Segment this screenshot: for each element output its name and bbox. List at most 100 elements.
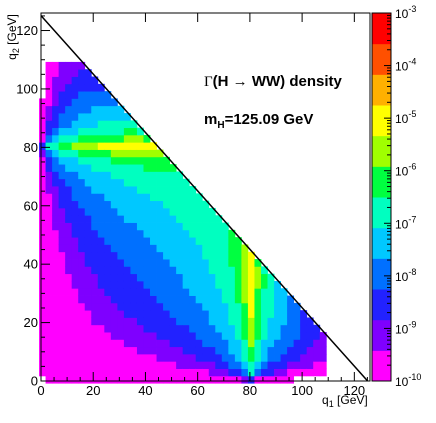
heatmap-cell xyxy=(195,251,203,260)
heatmap-cell xyxy=(123,361,131,369)
heatmap-cell xyxy=(163,368,170,377)
heatmap-cell xyxy=(58,375,66,384)
heatmap-cell xyxy=(130,186,138,194)
heatmap-cell xyxy=(143,273,151,282)
heatmap-cell xyxy=(58,207,66,216)
heatmap-cell xyxy=(280,332,288,340)
heatmap-cell xyxy=(274,375,281,384)
heatmap-cell xyxy=(71,229,79,238)
heatmap-cell xyxy=(45,237,53,245)
heatmap-cell xyxy=(39,288,46,296)
heatmap-cell xyxy=(247,280,255,289)
heatmap-cell xyxy=(267,273,275,282)
heatmap-cell xyxy=(280,361,288,369)
heatmap-cell xyxy=(169,244,177,253)
heatmap-cell xyxy=(58,113,66,121)
heatmap-cell xyxy=(150,280,157,289)
heatmap-cell xyxy=(247,310,255,318)
heatmap-cell xyxy=(287,353,295,362)
heatmap-cell xyxy=(163,200,170,209)
heatmap-cell xyxy=(228,324,236,333)
heatmap-cell xyxy=(228,353,236,362)
heatmap-cell xyxy=(136,186,144,194)
heatmap-cell xyxy=(228,361,236,369)
heatmap-cell xyxy=(221,251,229,260)
heatmap-cell xyxy=(91,375,99,384)
heatmap-cell xyxy=(163,339,170,348)
heatmap-cell xyxy=(202,273,210,282)
heatmap-cell xyxy=(58,332,66,340)
heatmap-cell xyxy=(215,361,223,369)
heatmap-cell xyxy=(195,237,203,245)
heatmap-cell xyxy=(117,193,125,202)
heatmap-cell xyxy=(45,186,53,194)
heatmap-cell xyxy=(156,259,164,267)
heatmap-cell xyxy=(267,332,275,340)
x-axis: 0 20 40 60 80 100 120 xyxy=(37,13,368,398)
heatmap-cell xyxy=(300,368,308,377)
heatmap-cell xyxy=(91,280,99,289)
heatmap-cell xyxy=(189,215,197,223)
heatmap-cell xyxy=(150,215,157,223)
heatmap-cell xyxy=(58,156,66,165)
heatmap-cell xyxy=(52,361,60,369)
y-tick-label: 80 xyxy=(24,140,38,155)
heatmap-cell xyxy=(123,251,131,260)
heatmap-cell xyxy=(39,353,46,362)
heatmap-cell xyxy=(65,222,73,231)
heatmap-cell xyxy=(208,280,216,289)
heatmap-cell xyxy=(97,171,105,180)
heatmap-cell xyxy=(136,222,144,231)
heatmap-cell xyxy=(176,171,184,180)
heatmap-cell xyxy=(313,332,321,340)
heatmap-cell xyxy=(91,266,99,275)
heatmap-cell xyxy=(208,317,216,326)
heatmap-cell xyxy=(117,251,125,260)
heatmap-cell xyxy=(71,361,79,369)
heatmap-cell xyxy=(241,361,249,369)
heatmap-cell xyxy=(215,310,223,318)
heatmap-cell xyxy=(45,207,53,216)
heatmap-cell xyxy=(45,61,53,70)
heatmap-cell xyxy=(163,229,170,238)
heatmap-cell xyxy=(208,302,216,311)
heatmap-cell xyxy=(143,295,151,304)
heatmap-cell xyxy=(78,222,86,231)
heatmap-cell xyxy=(104,156,112,165)
heatmap-cell xyxy=(182,280,190,289)
heatmap-cell xyxy=(130,259,138,267)
heatmap-cell xyxy=(58,61,66,70)
heatmap-cell xyxy=(71,266,79,275)
heatmap-cell xyxy=(241,273,249,282)
heatmap-cell xyxy=(58,193,66,202)
heatmap-cell xyxy=(267,361,275,369)
heatmap-cell xyxy=(234,288,242,296)
heatmap-cell xyxy=(241,244,249,253)
heatmap-cell xyxy=(136,142,144,150)
heatmap-cell xyxy=(130,193,138,202)
colorbar-segment xyxy=(372,227,391,259)
x-tick-label: 120 xyxy=(343,383,365,398)
heatmap-cell xyxy=(195,244,203,253)
heatmap-cell xyxy=(176,251,184,260)
colorbar-frame xyxy=(371,12,392,382)
heatmap-cell xyxy=(215,222,223,231)
heatmap-cell xyxy=(39,200,46,209)
heatmap-cell xyxy=(84,251,92,260)
heatmap-cell xyxy=(78,259,86,267)
heatmap-cell xyxy=(169,317,177,326)
heatmap-cell xyxy=(97,295,105,304)
heatmap-cell xyxy=(91,142,99,150)
heatmap-cell xyxy=(78,156,86,165)
heatmap-cell xyxy=(78,171,86,180)
heatmap-cell xyxy=(182,288,190,296)
x-tick-label: 80 xyxy=(243,383,257,398)
heatmap-cell xyxy=(78,193,86,202)
heatmap-cell xyxy=(123,244,131,253)
heatmap-cell xyxy=(71,237,79,245)
heatmap-cell xyxy=(169,361,177,369)
heatmap-cell xyxy=(176,244,184,253)
heatmap-cell xyxy=(45,69,53,77)
heatmap-cell xyxy=(267,324,275,333)
heatmap-cell xyxy=(143,215,151,223)
